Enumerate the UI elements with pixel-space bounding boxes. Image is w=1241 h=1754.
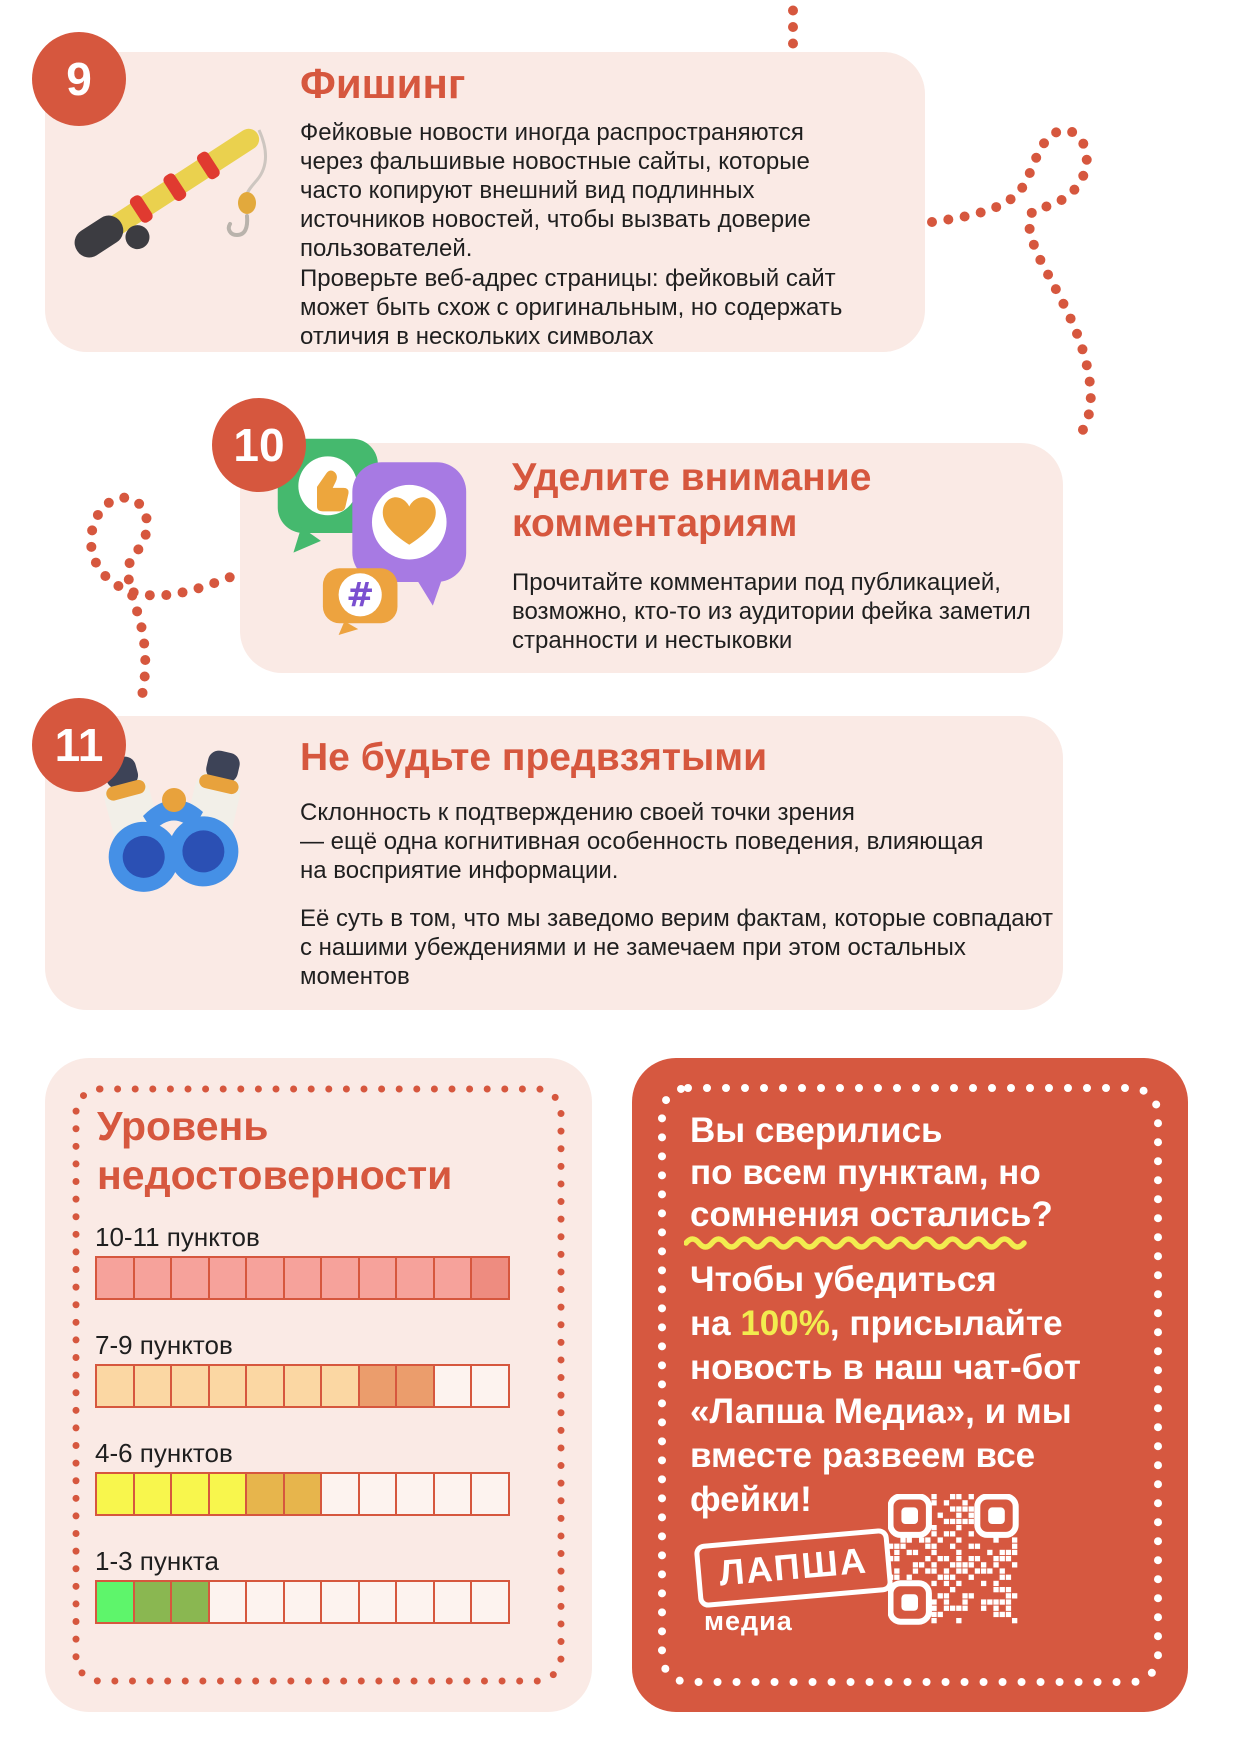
section-paragraph: Прочитайте комментарии под публикацией, … bbox=[512, 569, 1031, 654]
qr-code bbox=[887, 1493, 1019, 1630]
scale-cell bbox=[170, 1364, 210, 1408]
scale-cell bbox=[132, 1472, 173, 1516]
scale-cell bbox=[170, 1256, 210, 1300]
scale-cell bbox=[282, 1364, 323, 1408]
section-title: Уделите внимание комментариям bbox=[512, 456, 872, 545]
dotted-loop-right bbox=[927, 125, 1096, 443]
scale-row: 1-3 пункта bbox=[95, 1546, 545, 1624]
scale-cell bbox=[282, 1472, 323, 1516]
scale-cell bbox=[245, 1580, 285, 1624]
scale-cell bbox=[207, 1256, 248, 1300]
scale-cell bbox=[470, 1256, 510, 1300]
cta-body: Чтобы убедиться на 100%, присылайте ново… bbox=[690, 1260, 1081, 1519]
scale-cell bbox=[395, 1472, 435, 1516]
section-paragraph: Склонность к подтверждению своей точки з… bbox=[300, 799, 984, 884]
scale-cell bbox=[357, 1472, 398, 1516]
scale-cell bbox=[395, 1364, 435, 1408]
scale-cell bbox=[245, 1364, 285, 1408]
cta-heading: Вы сверились по всем пунктам, но сомнени… bbox=[690, 1111, 1053, 1234]
unreliability-scale-panel: Уровень недостоверности 10-11 пунктов 7-9… bbox=[45, 1058, 592, 1712]
scale-cell bbox=[207, 1472, 248, 1516]
scale-cell bbox=[95, 1580, 135, 1624]
scale-cell bbox=[245, 1256, 285, 1300]
scale-bar bbox=[95, 1256, 545, 1300]
scale-cell bbox=[207, 1364, 248, 1408]
cta-panel: Вы сверились по всем пунктам, но сомнени… bbox=[632, 1058, 1188, 1712]
scale-cell bbox=[432, 1256, 473, 1300]
scale-row-label: 4-6 пунктов bbox=[95, 1438, 233, 1468]
step-number-badge: 9 bbox=[32, 32, 126, 126]
scale-cell bbox=[282, 1256, 323, 1300]
scale-row-label: 10-11 пунктов bbox=[95, 1222, 260, 1252]
scale-cell bbox=[95, 1364, 135, 1408]
scale-cell bbox=[357, 1580, 398, 1624]
section-title: Не будьте предвзятыми bbox=[300, 736, 768, 779]
section-paragraph: Фейковые новости иногда распространяются… bbox=[300, 119, 811, 262]
scale-cell bbox=[170, 1472, 210, 1516]
scale-cell bbox=[132, 1580, 173, 1624]
heart-glyph bbox=[382, 497, 436, 545]
scale-row-label: 7-9 пунктов bbox=[95, 1330, 233, 1360]
cta-highlight-100: 100% bbox=[740, 1304, 830, 1343]
scale-cell bbox=[207, 1580, 248, 1624]
scale-bar bbox=[95, 1580, 545, 1624]
scale-cell bbox=[470, 1580, 510, 1624]
lapsha-media-logo-subtitle: медиа bbox=[704, 1606, 793, 1636]
scale-cell bbox=[320, 1364, 360, 1408]
scale-cell bbox=[320, 1580, 360, 1624]
section-paragraph: Её суть в том, что мы заведомо верим фак… bbox=[300, 905, 1054, 990]
scale-cell bbox=[357, 1364, 398, 1408]
scale-cell bbox=[432, 1472, 473, 1516]
scale-cell bbox=[357, 1256, 398, 1300]
scale-cell bbox=[132, 1256, 173, 1300]
scale-title: Уровень недостоверности bbox=[97, 1103, 453, 1198]
scale-cell bbox=[432, 1364, 473, 1408]
scale-cell bbox=[395, 1256, 435, 1300]
binoculars-icon bbox=[104, 750, 241, 892]
unreliability-rows: 10-11 пунктов 7-9 пунктов 4-6 пунктов 1-3 п… bbox=[95, 1222, 545, 1654]
scale-cell bbox=[245, 1472, 285, 1516]
step-number-badge: 11 bbox=[32, 698, 126, 792]
scale-row-label: 1-3 пункта bbox=[95, 1546, 219, 1576]
scale-row: 10-11 пунктов bbox=[95, 1222, 545, 1300]
dotted-loop-left bbox=[86, 492, 250, 705]
scale-bar bbox=[95, 1472, 545, 1516]
step-number-badge: 10 bbox=[212, 398, 306, 492]
scale-cell bbox=[95, 1472, 135, 1516]
scale-cell bbox=[282, 1580, 323, 1624]
section-paragraph: Проверьте веб-адрес страницы: фейковый с… bbox=[300, 265, 843, 350]
social-reactions-icon: # bbox=[277, 438, 467, 636]
hashtag-glyph: # bbox=[346, 576, 374, 615]
scale-row: 4-6 пунктов bbox=[95, 1438, 545, 1516]
lapsha-media-logo: ЛАПША bbox=[693, 1527, 894, 1609]
thumb-up-glyph bbox=[317, 470, 349, 512]
scale-cell bbox=[320, 1256, 360, 1300]
scale-row: 7-9 пунктов bbox=[95, 1330, 545, 1408]
scale-bar bbox=[95, 1364, 545, 1408]
section-title: Фишинг bbox=[300, 60, 466, 107]
scale-cell bbox=[432, 1580, 473, 1624]
scale-cell bbox=[95, 1256, 135, 1300]
scale-cell bbox=[470, 1364, 510, 1408]
cta-wavy-underline bbox=[684, 1236, 1027, 1250]
tip-card-comments: 10 # Уделите внимание комментариям Прочи… bbox=[212, 398, 1063, 673]
tip-card-bias: 11 Не будьте предвзятыми Склонность к по… bbox=[32, 698, 1063, 1010]
tip-card-phishing: 9 Фишинг Фейковые новости иногда распрос… bbox=[32, 32, 925, 352]
scale-cell bbox=[170, 1580, 210, 1624]
fishing-rod-icon bbox=[74, 128, 267, 258]
scale-cell bbox=[320, 1472, 360, 1516]
scale-cell bbox=[470, 1472, 510, 1516]
scale-cell bbox=[132, 1364, 173, 1408]
scale-cell bbox=[395, 1580, 435, 1624]
